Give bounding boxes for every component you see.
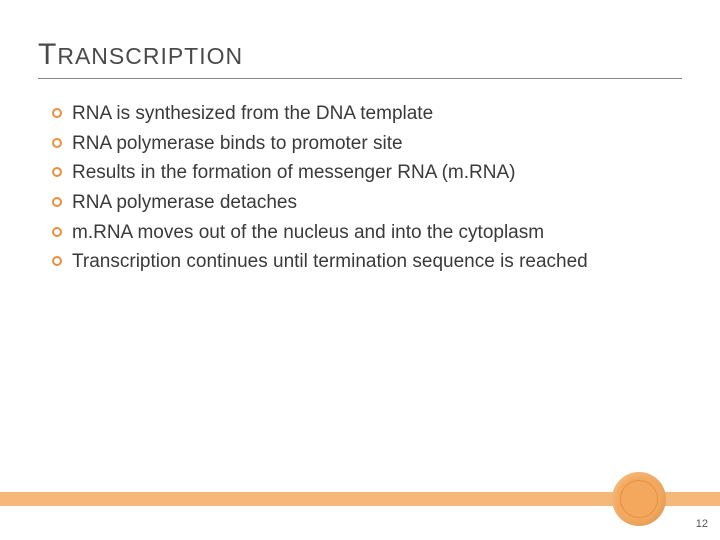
bullet-icon xyxy=(52,167,62,177)
bullet-icon xyxy=(52,108,62,118)
bullet-icon xyxy=(52,138,62,148)
bullet-list: RNA is synthesized from the DNA template… xyxy=(38,101,682,275)
bullet-text: Results in the formation of messenger RN… xyxy=(72,160,516,186)
decorative-circle-ring xyxy=(620,480,658,518)
list-item: m.RNA moves out of the nucleus and into … xyxy=(52,220,664,246)
list-item: RNA polymerase binds to promoter site xyxy=(52,131,664,157)
list-item: Results in the formation of messenger RN… xyxy=(52,160,664,186)
title-first-char: T xyxy=(38,38,57,71)
bullet-text: RNA polymerase binds to promoter site xyxy=(72,131,403,157)
list-item: Transcription continues until terminatio… xyxy=(52,249,664,275)
slide: TRANSCRIPTION RNA is synthesized from th… xyxy=(0,0,720,540)
list-item: RNA is synthesized from the DNA template xyxy=(52,101,664,127)
bullet-icon xyxy=(52,256,62,266)
bullet-text: RNA is synthesized from the DNA template xyxy=(72,101,433,127)
slide-title: TRANSCRIPTION xyxy=(38,38,682,79)
bullet-text: Transcription continues until terminatio… xyxy=(72,249,588,275)
title-rest: RANSCRIPTION xyxy=(57,43,243,69)
bullet-icon xyxy=(52,197,62,207)
page-number: 12 xyxy=(696,518,708,530)
list-item: RNA polymerase detaches xyxy=(52,190,664,216)
bullet-icon xyxy=(52,227,62,237)
bullet-text: RNA polymerase detaches xyxy=(72,190,297,216)
bullet-text: m.RNA moves out of the nucleus and into … xyxy=(72,220,544,246)
